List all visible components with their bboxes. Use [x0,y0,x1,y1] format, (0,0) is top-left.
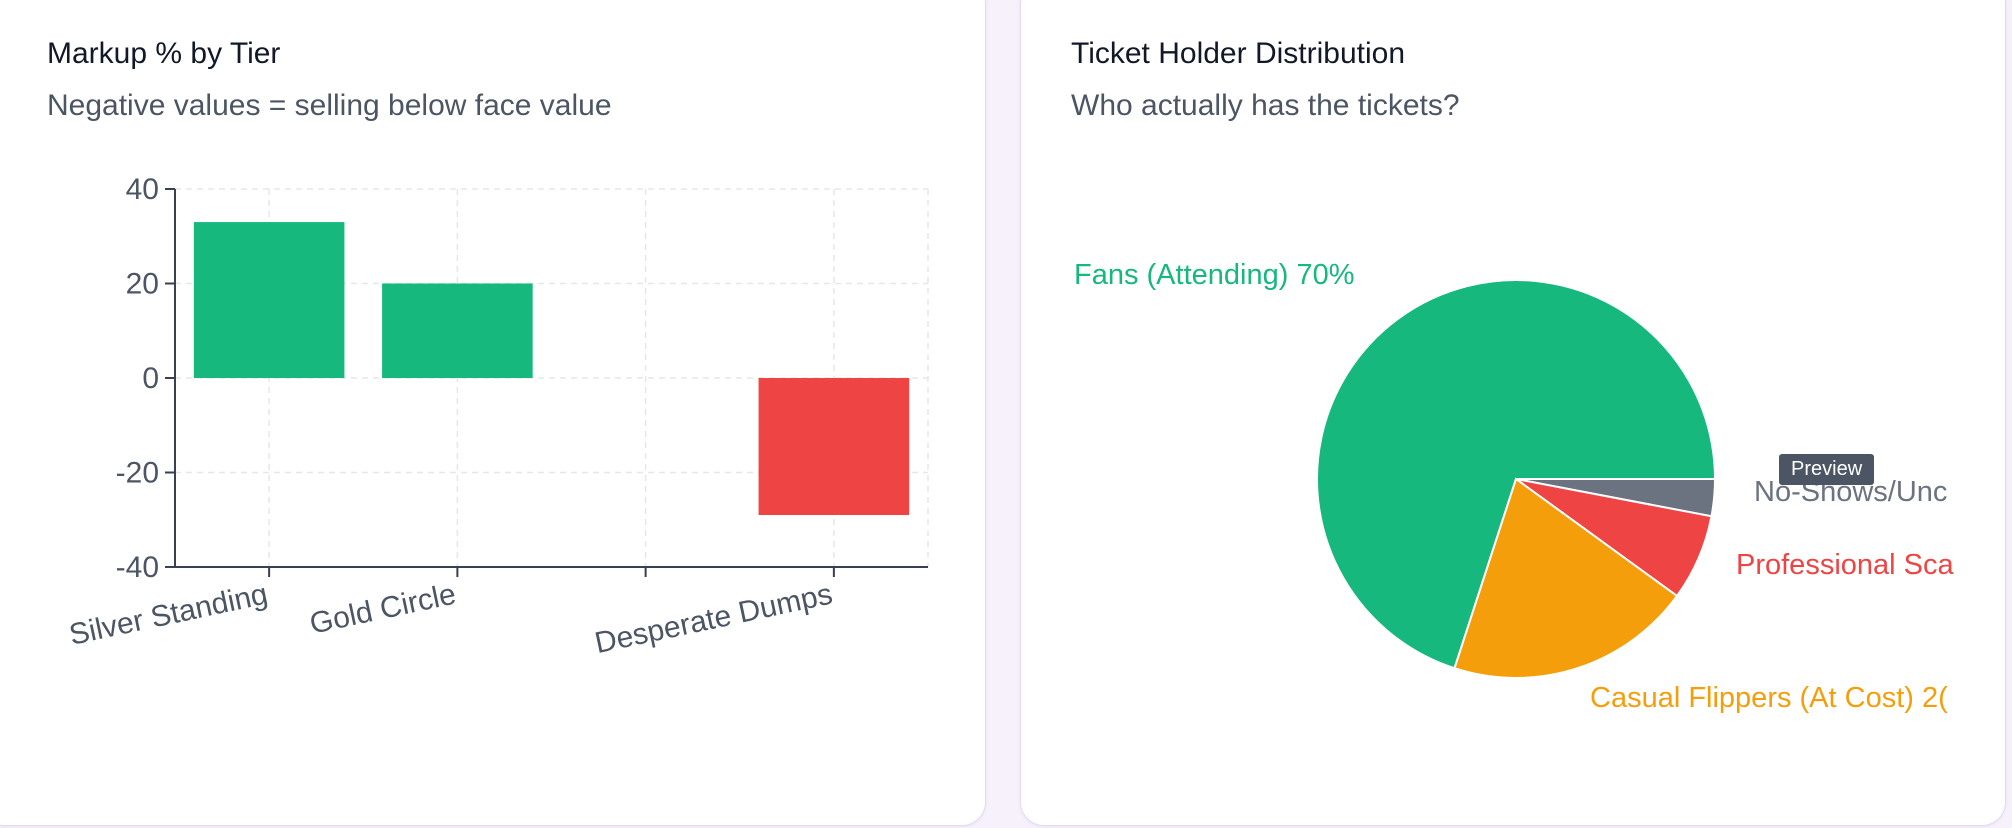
holder-pie-chart: Fans (Attending) 70%No-Shows/UncProfessi… [1074,259,1954,714]
x-tick-label: Desperate Dumps [592,578,835,661]
markup-chart-subtitle: Negative values = selling below face val… [47,89,612,122]
pie-label: Casual Flippers (At Cost) 2( [1590,682,1948,714]
x-tick-label: Gold Circle [307,578,459,641]
markup-chart-card: Markup % by Tier Negative values = selli… [0,0,986,826]
pie-label: Fans (Attending) 70% [1074,259,1354,291]
y-tick-label: -40 [116,551,159,584]
bar [193,222,345,378]
y-tick-label: 20 [126,268,159,301]
preview-tooltip: Preview [1779,454,1875,485]
bar [382,283,533,378]
y-tick-label: 0 [142,362,159,395]
pie-label: Professional Sca [1736,549,1954,581]
markup-chart-title: Markup % by Tier [47,37,281,70]
pie-slice [1316,279,1717,670]
holder-chart-card: Ticket Holder Distribution Who actually … [1020,0,2006,826]
y-tick-label: -20 [116,457,159,490]
y-tick-label: 40 [126,173,159,206]
pie-slice [1453,477,1679,679]
holder-chart-title: Ticket Holder Distribution [1071,37,1405,70]
bar [758,378,910,516]
holder-chart-subtitle: Who actually has the tickets? [1071,89,1460,122]
x-tick-label: Silver Standing [66,578,270,652]
